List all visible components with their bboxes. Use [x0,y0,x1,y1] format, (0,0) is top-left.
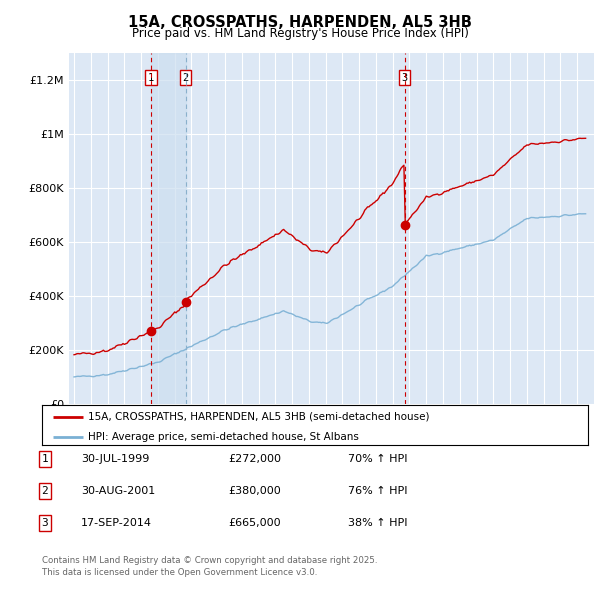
Text: 3: 3 [41,518,49,527]
Text: 70% ↑ HPI: 70% ↑ HPI [348,454,407,464]
Text: 15A, CROSSPATHS, HARPENDEN, AL5 3HB (semi-detached house): 15A, CROSSPATHS, HARPENDEN, AL5 3HB (sem… [88,412,430,422]
Text: 2: 2 [182,73,189,83]
Text: £665,000: £665,000 [228,518,281,527]
Text: 30-AUG-2001: 30-AUG-2001 [81,486,155,496]
Text: 1: 1 [41,454,49,464]
Text: This data is licensed under the Open Government Licence v3.0.: This data is licensed under the Open Gov… [42,568,317,577]
Bar [151,53,186,404]
Text: £380,000: £380,000 [228,486,281,496]
Text: 2: 2 [41,486,49,496]
Text: 17-SEP-2014: 17-SEP-2014 [81,518,152,527]
Text: Price paid vs. HM Land Registry's House Price Index (HPI): Price paid vs. HM Land Registry's House … [131,27,469,40]
Text: 76% ↑ HPI: 76% ↑ HPI [348,486,407,496]
Text: £272,000: £272,000 [228,454,281,464]
Text: HPI: Average price, semi-detached house, St Albans: HPI: Average price, semi-detached house,… [88,432,359,442]
Text: 30-JUL-1999: 30-JUL-1999 [81,454,149,464]
Text: 3: 3 [401,73,408,83]
Text: Contains HM Land Registry data © Crown copyright and database right 2025.: Contains HM Land Registry data © Crown c… [42,556,377,565]
Text: 15A, CROSSPATHS, HARPENDEN, AL5 3HB: 15A, CROSSPATHS, HARPENDEN, AL5 3HB [128,15,472,30]
Text: 1: 1 [148,73,154,83]
Text: 38% ↑ HPI: 38% ↑ HPI [348,518,407,527]
